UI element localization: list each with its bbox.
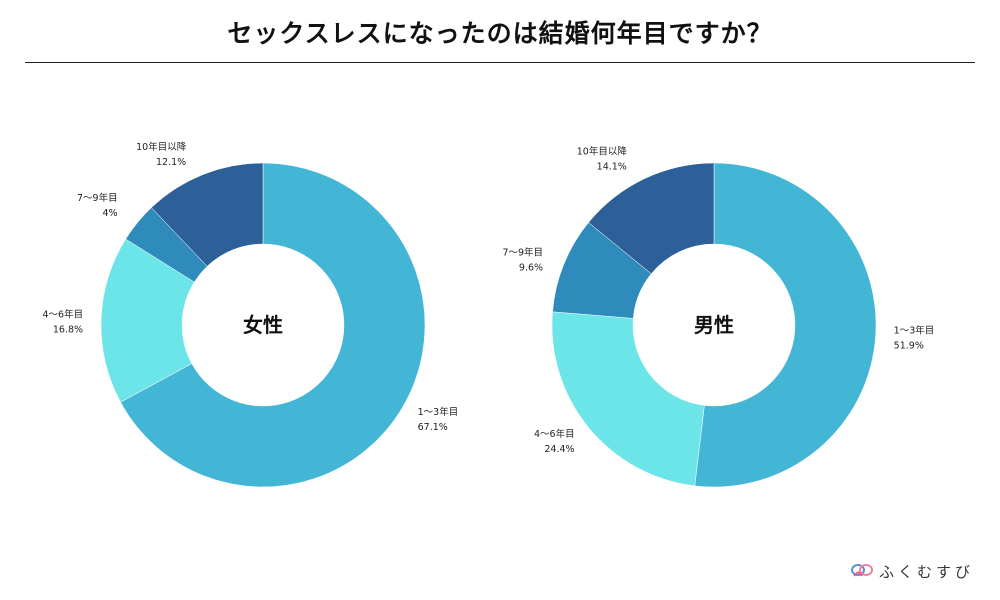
center-label: 女性 [243,313,283,337]
slice-2 [100,238,195,403]
slice-label: 4〜6年目 [534,428,575,440]
slice-label: 7〜9年目 [77,192,118,204]
slice-label: 4〜6年目 [42,308,83,320]
donut-chart-2: 1〜3年目 51.9% 4〜6年目 24.4% 7〜9年目 9.6% 10年目以降 14.1%… [502,145,935,488]
slice-value-label: 4% [103,208,118,219]
center-label: 男性 [694,313,734,337]
slice-label: 10年目以降 [136,141,187,153]
slice-label: 1〜3年目 [418,406,459,418]
title-divider [25,62,975,63]
slice-value-label: 16.8% [53,324,83,335]
slice-value-label: 51.9% [894,341,924,352]
slice-2 [551,311,705,487]
slice-value-label: 14.1% [597,161,627,172]
brand: ふくむすび [850,561,974,582]
slice-4 [151,162,264,267]
slice-value-label: 9.6% [519,263,543,274]
slice-value-label: 12.1% [156,157,186,168]
slice-label: 10年目以降 [577,145,628,157]
slice-4 [588,162,715,275]
slice-value-label: 24.4% [544,444,574,455]
slice-value-label: 67.1% [418,422,448,433]
brand-name: ふくむすび [878,563,974,581]
knot-logo-icon [850,562,873,582]
slice-label: 1〜3年目 [894,325,935,337]
slice-1 [120,162,426,488]
donut-chart-1: 1〜3年目 67.1% 4〜6年目 16.8% 7〜9年目 4% 10年目以降 12.1% 女性 [42,141,459,488]
slice-label: 7〜9年目 [502,247,543,259]
slice-1 [694,162,877,488]
page-title: セックスレスになったのは結婚何年目ですか？ [227,19,773,48]
